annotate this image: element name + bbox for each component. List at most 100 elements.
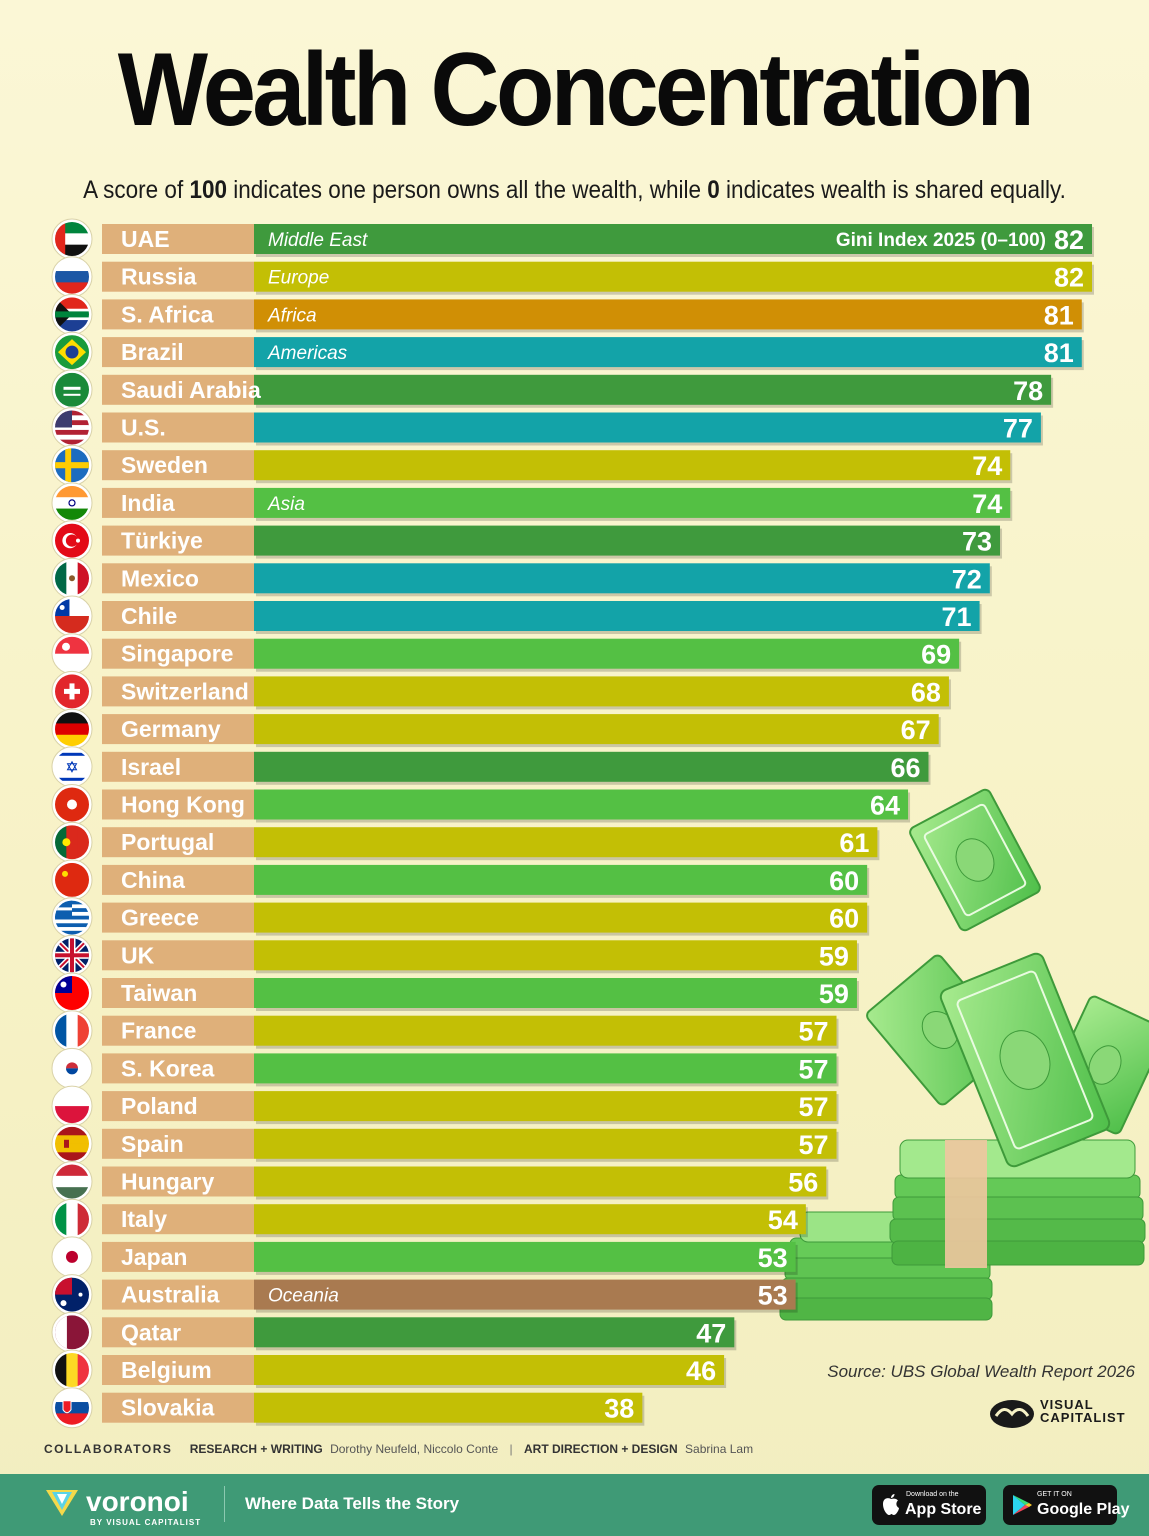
bar bbox=[254, 751, 929, 782]
flag-icon bbox=[55, 599, 89, 633]
bar bbox=[254, 638, 960, 669]
country-label-bg bbox=[102, 261, 254, 292]
credits-role-design: ART DIRECTION + DESIGN bbox=[524, 1442, 678, 1456]
bar-row: Saudi Arabia 78 bbox=[51, 369, 1054, 411]
bar-row: Brazil Americas 81 bbox=[51, 331, 1084, 373]
country-label: Australia bbox=[121, 1282, 220, 1308]
apple-icon bbox=[883, 1494, 899, 1515]
region-label: Middle East bbox=[268, 230, 368, 251]
bar bbox=[254, 978, 857, 1008]
country-label-bg bbox=[102, 563, 254, 594]
country-label: Brazil bbox=[121, 339, 184, 365]
bar bbox=[254, 827, 878, 858]
country-label-bg bbox=[102, 978, 254, 1008]
region-label: Americas bbox=[267, 343, 348, 364]
country-label: Chile bbox=[121, 603, 177, 629]
google-play-label: Google Play bbox=[1037, 1501, 1130, 1518]
bar bbox=[254, 1279, 796, 1310]
value-label: 61 bbox=[839, 828, 869, 858]
value-label: 73 bbox=[962, 527, 992, 557]
country-label: Italy bbox=[121, 1206, 167, 1232]
country-label: Singapore bbox=[121, 641, 233, 667]
app-store-button[interactable]: Download on the App Store bbox=[872, 1485, 986, 1525]
value-label: 59 bbox=[819, 979, 849, 1009]
flag-icon bbox=[55, 523, 89, 558]
country-label-bg bbox=[102, 1204, 254, 1235]
country-label: UAE bbox=[121, 226, 170, 252]
bar bbox=[254, 1091, 837, 1122]
credits-names-design: Sabrina Lam bbox=[685, 1442, 754, 1456]
country-label: Hungary bbox=[121, 1169, 215, 1195]
credits-separator: | bbox=[509, 1442, 513, 1456]
brand-subtitle: BY VISUAL CAPITALIST bbox=[90, 1518, 202, 1527]
bar bbox=[254, 1128, 837, 1159]
value-label: 57 bbox=[798, 1092, 828, 1122]
country-label-bg bbox=[102, 940, 254, 971]
bar bbox=[254, 1015, 837, 1046]
flag-icon bbox=[55, 222, 89, 256]
bar-row: Sweden 74 bbox=[51, 444, 1013, 486]
google-play-button[interactable]: GET IT ON Google Play bbox=[1003, 1485, 1129, 1525]
country-label-bg bbox=[102, 789, 254, 820]
bar-row: Israel 66 bbox=[51, 746, 931, 788]
bar-row: UAE Middle East 82 Gini Index 2025 (0–100) bbox=[51, 218, 1094, 260]
value-label: 57 bbox=[798, 1054, 828, 1084]
bar-row: Switzerland 68 bbox=[51, 670, 951, 712]
bar bbox=[254, 1241, 796, 1272]
country-label: Sweden bbox=[121, 452, 208, 478]
bar-row: France 57 bbox=[51, 1010, 839, 1052]
value-label: 46 bbox=[686, 1356, 716, 1386]
flag-icon bbox=[55, 1353, 89, 1387]
bar bbox=[254, 412, 1041, 443]
country-label-bg bbox=[102, 714, 254, 745]
money-bills-illustration bbox=[779, 788, 1149, 1321]
flag-icon bbox=[55, 749, 89, 784]
value-label: 38 bbox=[604, 1394, 634, 1424]
country-label-bg bbox=[102, 1091, 254, 1122]
value-axis-label: Gini Index 2025 (0–100) bbox=[836, 230, 1046, 251]
bar-row: Greece 60 bbox=[51, 897, 870, 939]
value-label: 81 bbox=[1044, 300, 1074, 330]
bar-row: S. Africa Africa 81 bbox=[51, 293, 1084, 335]
country-label-bg bbox=[102, 224, 254, 254]
country-label-bg bbox=[102, 299, 254, 330]
flag-icon bbox=[55, 335, 89, 370]
value-label: 47 bbox=[696, 1318, 726, 1348]
flag-icon bbox=[55, 1239, 89, 1274]
value-label: 57 bbox=[798, 1017, 828, 1047]
country-label-bg bbox=[102, 676, 254, 707]
bar-row: Hungary 56 bbox=[51, 1161, 829, 1202]
bar-row: China 60 bbox=[51, 859, 870, 901]
country-label: Greece bbox=[121, 905, 199, 931]
country-label: Taiwan bbox=[121, 980, 197, 1006]
country-label-bg bbox=[102, 638, 254, 669]
credits-role-research: RESEARCH + WRITING bbox=[189, 1442, 323, 1456]
country-label: Israel bbox=[121, 754, 181, 780]
region-label: Oceania bbox=[268, 1286, 339, 1307]
country-label-bg bbox=[102, 751, 254, 782]
value-label: 78 bbox=[1013, 376, 1043, 406]
bar bbox=[254, 1204, 806, 1235]
bar bbox=[254, 1317, 735, 1348]
value-label: 66 bbox=[890, 753, 920, 783]
credits-heading: COLLABORATORS bbox=[44, 1442, 173, 1456]
visual-capitalist-logo-icon bbox=[990, 1400, 1034, 1428]
flag-icon bbox=[55, 1051, 89, 1086]
value-label: 57 bbox=[798, 1130, 828, 1160]
country-label: Portugal bbox=[121, 829, 214, 855]
country-label: Saudi Arabia bbox=[121, 377, 261, 403]
bar-row: Slovakia 38 bbox=[51, 1387, 645, 1429]
country-label-bg bbox=[102, 337, 254, 368]
bar-row: Mexico 72 bbox=[51, 557, 992, 599]
flag-icon bbox=[55, 1390, 89, 1425]
value-label: 59 bbox=[819, 941, 849, 971]
flag-icon bbox=[55, 712, 89, 747]
value-label: 60 bbox=[829, 904, 859, 934]
source-note: Source: UBS Global Wealth Report 2026 bbox=[827, 1362, 1135, 1381]
flag-icon bbox=[55, 485, 89, 520]
value-label: 82 bbox=[1054, 225, 1084, 255]
country-label-bg bbox=[102, 902, 254, 933]
bar bbox=[254, 676, 949, 707]
bar-row: India Asia 74 bbox=[51, 482, 1013, 524]
country-label: Switzerland bbox=[121, 678, 249, 704]
